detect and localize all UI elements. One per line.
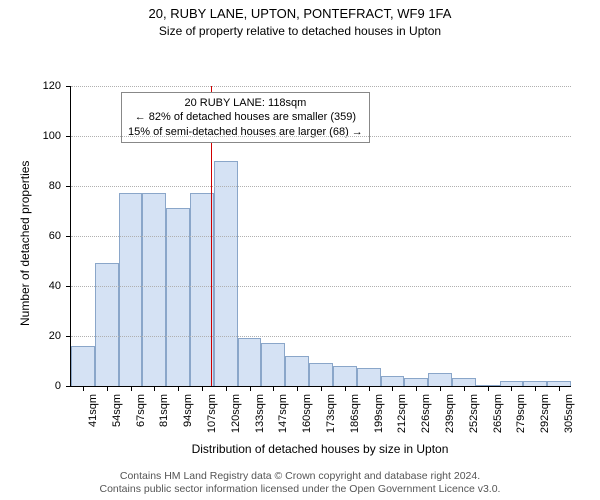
xtick-label: 147sqm [277,394,289,433]
xtick-label: 120sqm [230,394,242,433]
bar [71,346,95,386]
grid-line [71,186,571,187]
xtick-label: 67sqm [135,394,147,427]
ytick-label: 100 [43,130,71,142]
bar [333,366,357,386]
bar [357,368,381,386]
xtick-mark [464,386,465,391]
bar [285,356,309,386]
bar [452,378,476,386]
xtick-mark [559,386,560,391]
bar [95,263,119,386]
page-subtitle: Size of property relative to detached ho… [0,22,600,38]
xtick-mark [321,386,322,391]
ytick-label: 80 [49,180,71,192]
xtick-mark [202,386,203,391]
grid-line [71,286,571,287]
grid-line [71,236,571,237]
xtick-label: 199sqm [373,394,385,433]
y-axis-label: Number of detached properties [18,161,32,326]
xtick-mark [107,386,108,391]
bar [404,378,428,386]
xtick-label: 41sqm [87,394,99,427]
xtick-mark [535,386,536,391]
xtick-label: 94sqm [182,394,194,427]
xtick-mark [392,386,393,391]
xtick-label: 173sqm [325,394,337,433]
xtick-mark [369,386,370,391]
xtick-mark [273,386,274,391]
bar [119,193,143,386]
ytick-label: 60 [49,230,71,242]
footer-text: Contains HM Land Registry data © Crown c… [0,470,600,496]
grid-line [71,86,571,87]
grid-line [71,336,571,337]
bar [142,193,166,386]
xtick-label: 133sqm [254,394,266,433]
bar [238,338,262,386]
ytick-label: 20 [49,330,71,342]
annotation-line-2: ← 82% of detached houses are smaller (35… [128,110,363,124]
xtick-label: 292sqm [539,394,551,433]
bar [428,373,452,386]
annotation-line-1: 20 RUBY LANE: 118sqm [128,96,363,110]
xtick-label: 107sqm [206,394,218,433]
xtick-mark [178,386,179,391]
xtick-mark [511,386,512,391]
ytick-label: 0 [55,380,71,392]
plot-area: 20 RUBY LANE: 118sqm ← 82% of detached h… [70,86,571,387]
bar [381,376,405,386]
xtick-mark [416,386,417,391]
bar [309,363,333,386]
xtick-label: 265sqm [492,394,504,433]
footer-line-3: Contains public sector information licen… [0,483,600,496]
bar [214,161,238,386]
xtick-label: 226sqm [420,394,432,433]
xtick-mark [297,386,298,391]
xtick-label: 305sqm [563,394,575,433]
ytick-label: 120 [43,80,71,92]
chart-area: 20 RUBY LANE: 118sqm ← 82% of detached h… [0,38,600,438]
xtick-mark [440,386,441,391]
xtick-label: 279sqm [515,394,527,433]
xtick-mark [488,386,489,391]
ytick-label: 40 [49,280,71,292]
xtick-label: 212sqm [396,394,408,433]
xtick-mark [345,386,346,391]
xtick-mark [83,386,84,391]
xtick-label: 160sqm [301,394,313,433]
x-axis-label: Distribution of detached houses by size … [70,442,570,456]
xtick-mark [226,386,227,391]
footer-line-1: Contains HM Land Registry data © Crown c… [0,470,600,483]
xtick-label: 81sqm [158,394,170,427]
grid-line [71,136,571,137]
xtick-label: 186sqm [349,394,361,433]
page-title: 20, RUBY LANE, UPTON, PONTEFRACT, WF9 1F… [0,0,600,22]
xtick-label: 252sqm [468,394,480,433]
xtick-mark [250,386,251,391]
xtick-mark [131,386,132,391]
xtick-label: 54sqm [111,394,123,427]
xtick-label: 239sqm [444,394,456,433]
bar [261,343,285,386]
xtick-mark [154,386,155,391]
